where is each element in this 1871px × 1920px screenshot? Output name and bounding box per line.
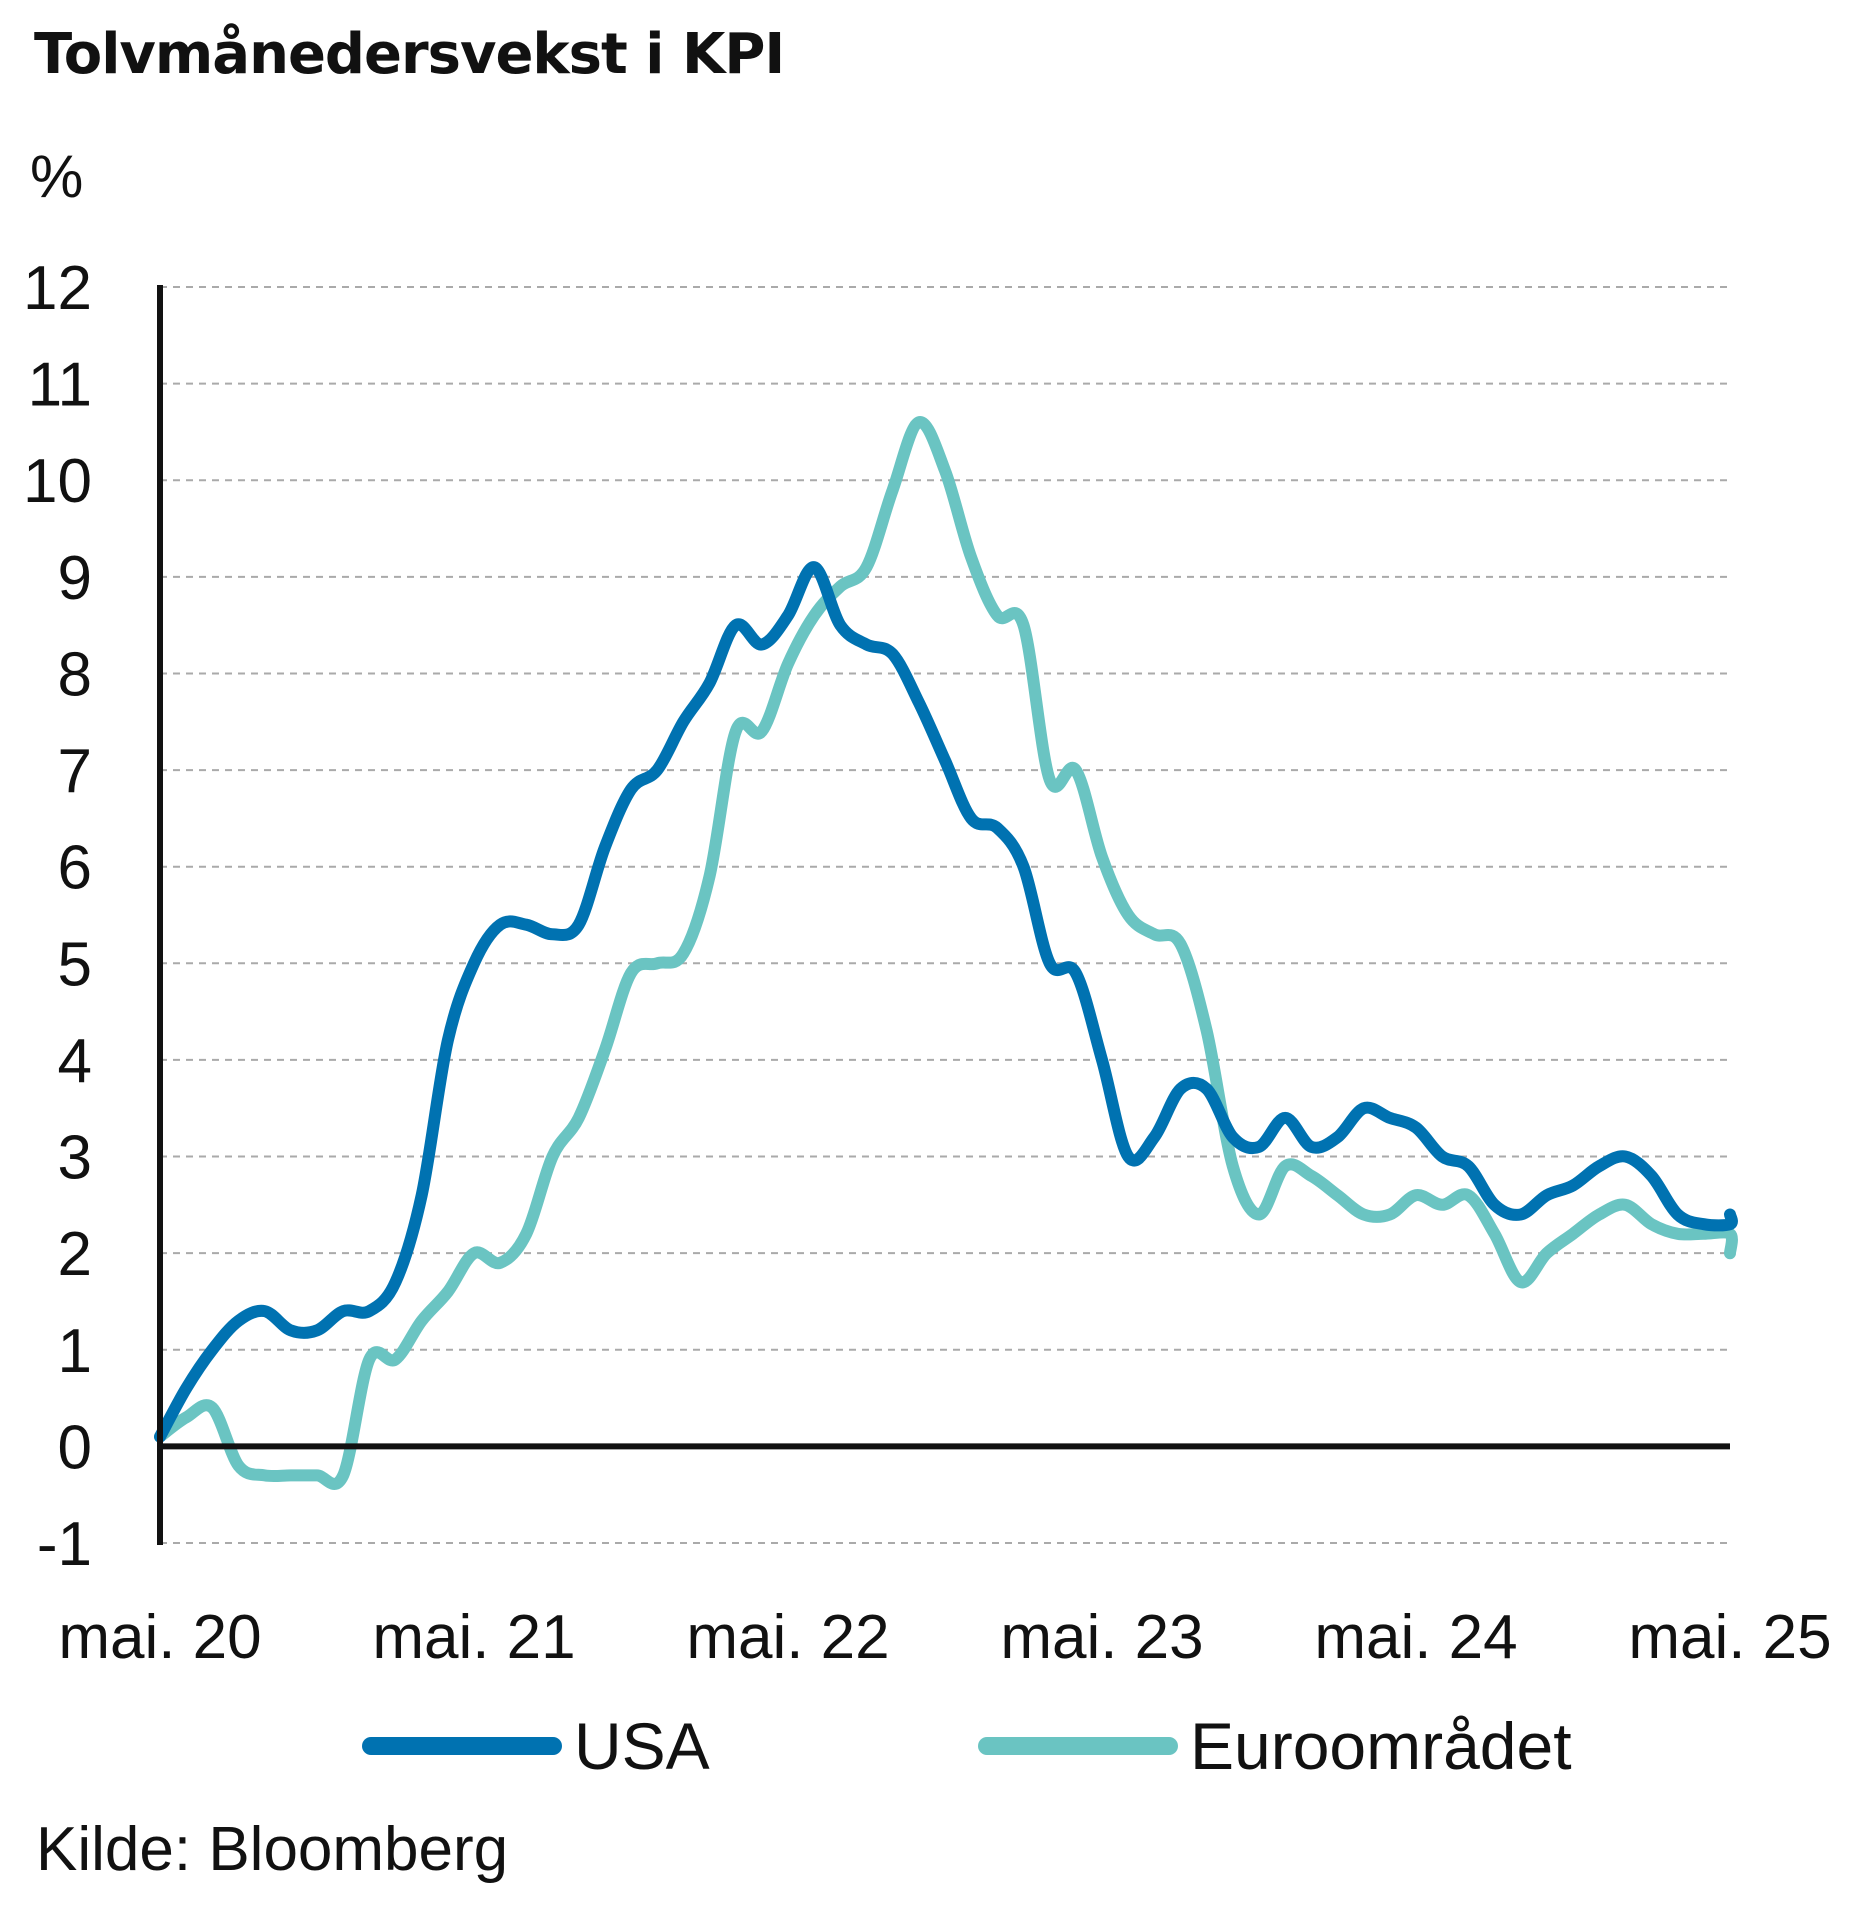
- y-axis-unit-label: %: [30, 143, 84, 210]
- x-tick-label: mai. 21: [372, 1603, 575, 1672]
- y-tick-label: 10: [23, 447, 92, 516]
- x-tick-label: mai. 25: [1628, 1603, 1831, 1672]
- y-tick-label: 4: [58, 1027, 92, 1096]
- legend-label-euro: Euroområdet: [1190, 1709, 1572, 1783]
- legend-item-usa: USA: [362, 1706, 710, 1786]
- y-tick-label: 7: [58, 737, 92, 806]
- data-series: [154, 416, 1738, 1490]
- legend: USA Euroområdet: [0, 1706, 1871, 1786]
- axes: [157, 285, 1730, 1545]
- y-tick-label: 0: [58, 1413, 92, 1482]
- y-tick-label: 3: [58, 1124, 92, 1193]
- series-line-euro: [154, 416, 1738, 1490]
- y-tick-label: 8: [58, 640, 92, 709]
- y-tick-label: 5: [58, 930, 92, 999]
- series-line-usa: [154, 561, 1738, 1443]
- y-tick-label: 2: [58, 1220, 92, 1289]
- y-tick-label: 9: [58, 544, 92, 613]
- legend-label-usa: USA: [574, 1709, 710, 1783]
- y-tick-label: 6: [58, 834, 92, 903]
- y-tick-label: -1: [37, 1510, 92, 1579]
- source-note: Kilde: Bloomberg: [36, 1815, 509, 1884]
- x-tick-label: mai. 23: [1000, 1603, 1203, 1672]
- legend-swatch-usa: [362, 1737, 562, 1755]
- x-tick-labels: mai. 20 mai. 21 mai. 22 mai. 23 mai. 24 mai. …: [58, 1603, 1831, 1672]
- x-tick-label: mai. 22: [686, 1603, 889, 1672]
- legend-item-euro: Euroområdet: [978, 1706, 1572, 1786]
- legend-swatch-euro: [978, 1737, 1178, 1755]
- x-tick-label: mai. 24: [1314, 1603, 1517, 1672]
- x-tick-label: mai. 20: [58, 1603, 261, 1672]
- y-tick-label: 1: [58, 1317, 92, 1386]
- y-tick-label: 11: [28, 351, 92, 420]
- chart-title: Tolvmånedersvekst i KPI: [34, 22, 785, 87]
- y-tick-label: 12: [23, 254, 92, 323]
